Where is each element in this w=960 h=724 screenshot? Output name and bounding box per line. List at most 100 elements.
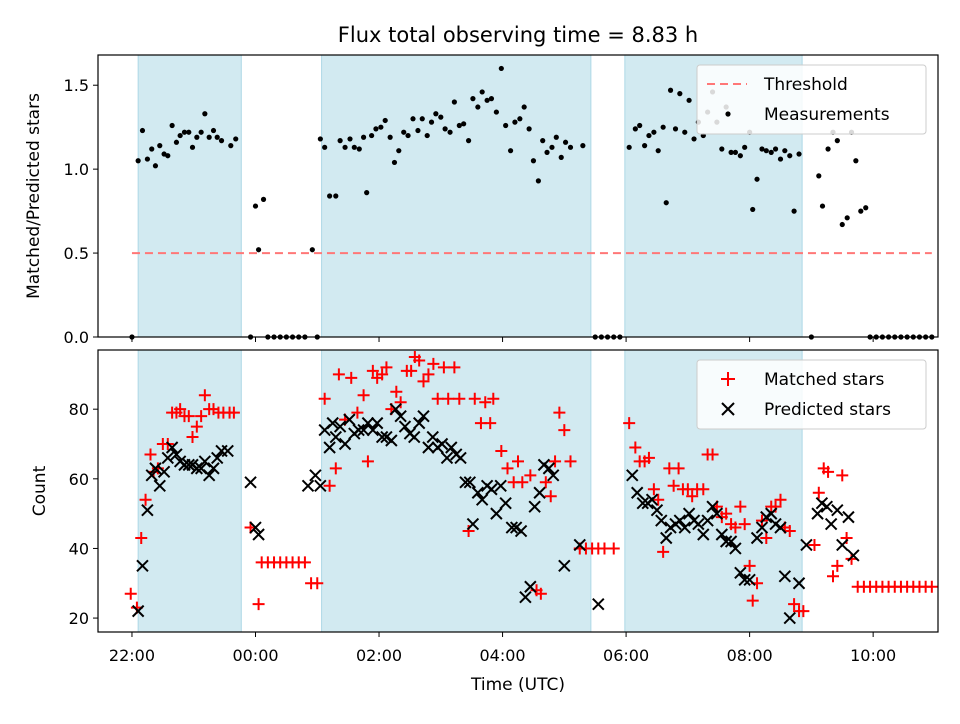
matched-star-point xyxy=(332,368,345,381)
count-points xyxy=(124,350,938,625)
measurement-point xyxy=(333,193,339,199)
matched-star-point xyxy=(442,392,455,405)
predicted-star-point xyxy=(490,507,503,520)
predicted-star-point xyxy=(326,416,339,430)
matched-star-point xyxy=(380,361,393,374)
matched-star-point xyxy=(836,469,849,482)
measurement-point xyxy=(410,116,416,122)
predicted-star-point xyxy=(182,458,196,472)
predicted-star-point xyxy=(738,573,751,586)
measurement-point xyxy=(356,146,362,152)
measurement-point xyxy=(144,156,151,162)
top-y-tick-label: 1.0 xyxy=(64,160,89,179)
predicted-star-point xyxy=(338,437,352,451)
top-panel-frame xyxy=(97,54,939,338)
predicted-star-point xyxy=(842,510,855,524)
matched-star-point xyxy=(558,424,571,437)
measurement-point xyxy=(442,126,448,132)
predicted-star-point xyxy=(375,430,389,444)
predicted-star-point xyxy=(333,420,347,433)
observing-band-bottom xyxy=(137,349,242,633)
measurement-point xyxy=(750,206,756,213)
measurement-point xyxy=(317,136,323,142)
measurement-point xyxy=(553,134,559,140)
measurement-point xyxy=(796,151,802,157)
matched-star-point xyxy=(652,493,665,506)
measurement-point xyxy=(526,126,532,132)
predicted-star-point xyxy=(678,521,691,534)
predicted-star-point xyxy=(533,486,546,499)
measurement-point xyxy=(218,138,225,144)
predicted-star-point xyxy=(440,451,454,465)
predicted-star-point xyxy=(831,503,844,517)
measurement-point xyxy=(456,122,462,129)
predicted-star-point xyxy=(778,570,792,583)
matched-star-point xyxy=(405,364,418,377)
matched-star-point xyxy=(345,371,358,384)
predicted-star-point xyxy=(847,549,860,562)
matched-star-point xyxy=(195,410,208,423)
measurement-point xyxy=(198,129,204,135)
legend-measurements-label: Measurements xyxy=(764,105,890,125)
matched-star-point xyxy=(642,451,655,464)
predicted-star-point xyxy=(398,420,412,433)
bottom-y-axis-label: Count xyxy=(30,465,50,516)
predicted-star-point xyxy=(485,483,498,496)
predicted-star-point xyxy=(210,451,224,465)
matched-star-point xyxy=(311,577,324,590)
predicted-star-point xyxy=(710,507,724,520)
predicted-star-point xyxy=(463,476,477,489)
measurement-point xyxy=(194,134,200,140)
measurement-point xyxy=(169,122,175,129)
predicted-star-point xyxy=(514,524,528,538)
predicted-star-point xyxy=(645,493,659,506)
matched-star-point xyxy=(413,354,426,367)
predicted-star-point xyxy=(524,580,537,593)
matched-star-point xyxy=(657,545,670,558)
bottom-panel-frame xyxy=(97,349,939,633)
predicted-star-point xyxy=(366,423,380,437)
measurement-point xyxy=(816,173,822,179)
measurement-point xyxy=(863,205,869,211)
observing-band-bottom xyxy=(321,349,592,633)
matched-star-point xyxy=(760,532,773,544)
matched-star-point xyxy=(524,469,537,482)
predicted-star-point xyxy=(145,469,158,482)
measurement-point xyxy=(540,138,546,144)
predicted-star-point xyxy=(131,604,145,618)
matched-star-point xyxy=(812,486,825,499)
x-tick-label: 22:00 xyxy=(109,646,155,665)
matched-star-point xyxy=(743,559,756,572)
predicted-star-point xyxy=(435,437,449,451)
predicted-star-point xyxy=(542,462,556,475)
matched-star-point xyxy=(783,525,796,538)
bottom-y-tick-label: 60 xyxy=(69,470,89,489)
matched-star-point xyxy=(437,361,450,374)
matched-star-point xyxy=(629,441,642,454)
x-tick-label: 06:00 xyxy=(603,646,649,665)
predicted-star-point xyxy=(750,531,764,545)
measurement-point xyxy=(672,126,679,132)
chart-title: Flux total observing time = 8.83 h xyxy=(338,23,698,47)
measurement-point xyxy=(782,148,788,154)
measurement-point xyxy=(210,127,217,134)
predicted-star-point xyxy=(626,469,639,482)
measurement-point xyxy=(173,139,180,145)
measurement-point xyxy=(719,146,725,152)
measurement-point xyxy=(651,129,657,135)
measurement-point xyxy=(558,154,564,160)
predicted-star-point xyxy=(660,531,673,545)
measurement-point xyxy=(759,146,765,152)
predicted-star-point xyxy=(471,486,485,499)
predicted-star-point xyxy=(706,500,719,513)
measurement-point xyxy=(252,203,259,209)
measurement-point xyxy=(479,89,485,95)
measurement-point xyxy=(373,126,379,132)
predicted-star-point xyxy=(252,528,265,541)
predicted-star-point xyxy=(636,496,649,510)
measurement-point xyxy=(732,149,739,155)
predicted-star-point xyxy=(494,479,507,492)
predicted-star-point xyxy=(811,507,824,520)
predicted-star-point xyxy=(792,577,806,590)
observing-band-top xyxy=(137,54,242,338)
